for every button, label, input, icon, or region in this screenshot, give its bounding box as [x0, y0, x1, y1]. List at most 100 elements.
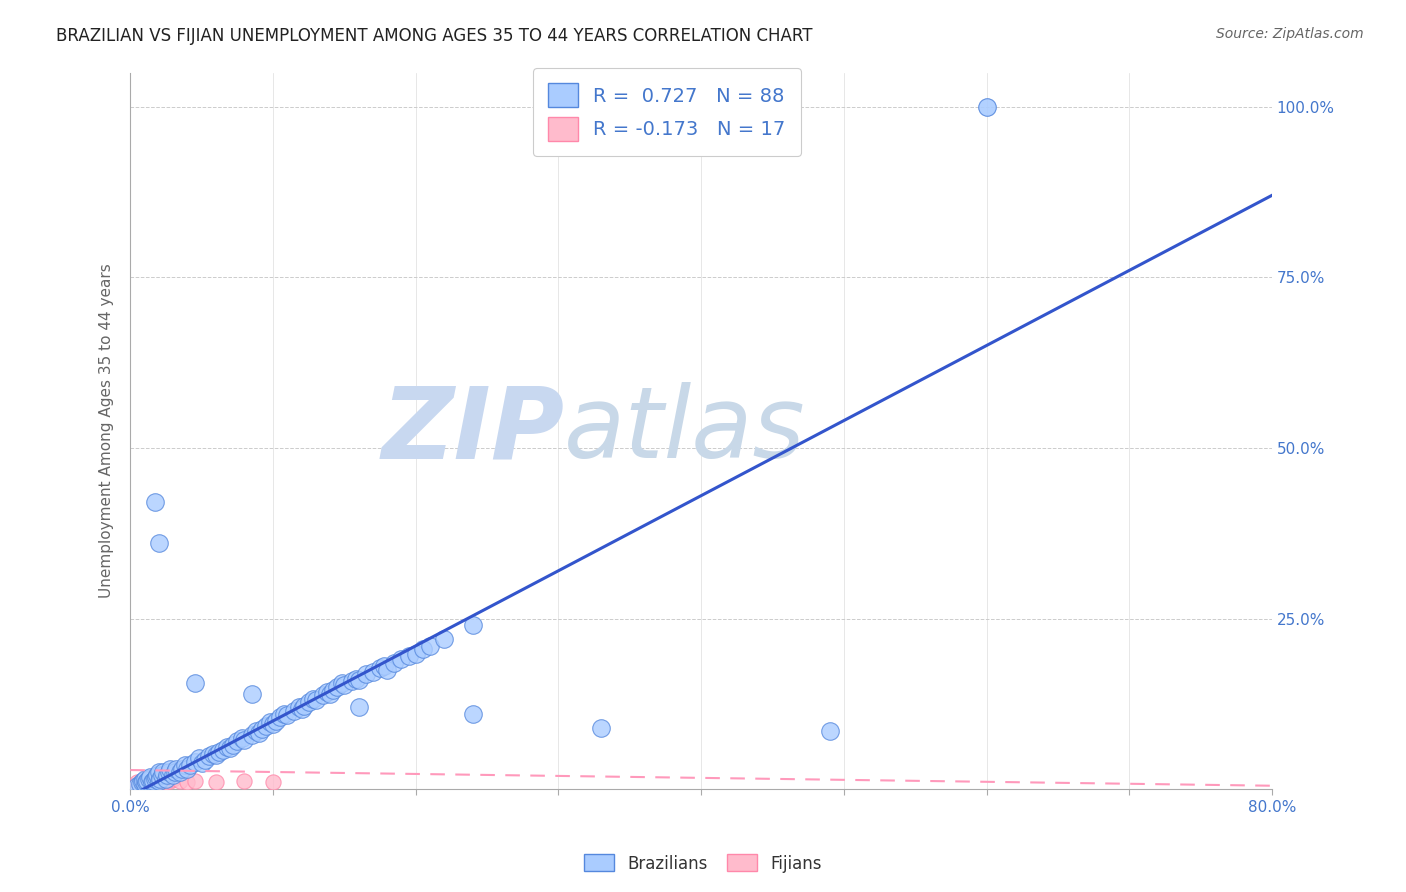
Point [433, 632, 456, 646]
Point [276, 708, 298, 723]
Point [183, 774, 205, 789]
Point [461, 707, 484, 722]
Text: atlas: atlas [564, 383, 806, 479]
Point [187, 751, 209, 765]
Point [146, 768, 169, 782]
Point [294, 698, 316, 713]
Point [382, 656, 405, 670]
Point [157, 765, 180, 780]
Text: Source: ZipAtlas.com: Source: ZipAtlas.com [1216, 27, 1364, 41]
Point [155, 775, 177, 789]
Point [316, 685, 339, 699]
Point [162, 772, 184, 786]
Point [136, 774, 159, 789]
Point [152, 765, 174, 780]
Point [398, 648, 420, 663]
Point [169, 765, 191, 780]
Point [347, 700, 370, 714]
Point [143, 772, 166, 786]
Point [240, 687, 263, 701]
Y-axis label: Unemployment Among Ages 35 to 44 years: Unemployment Among Ages 35 to 44 years [100, 263, 114, 599]
Point [412, 642, 434, 657]
Point [319, 687, 342, 701]
Point [163, 765, 186, 780]
Point [135, 775, 157, 789]
Point [312, 688, 335, 702]
Point [273, 707, 295, 722]
Point [217, 739, 239, 754]
Point [347, 673, 370, 687]
Point [368, 660, 391, 674]
Point [141, 775, 163, 789]
Point [176, 762, 198, 776]
Point [419, 639, 441, 653]
Point [176, 775, 198, 789]
Point [132, 774, 155, 789]
Point [183, 755, 205, 769]
Point [149, 772, 172, 786]
Point [326, 680, 349, 694]
Point [159, 774, 181, 789]
Point [226, 734, 249, 748]
Point [141, 775, 163, 789]
Point [212, 742, 235, 756]
Point [150, 768, 173, 782]
Point [373, 659, 395, 673]
Point [136, 774, 159, 789]
Point [344, 672, 367, 686]
Point [262, 775, 284, 789]
Point [134, 772, 156, 786]
Point [340, 674, 363, 689]
Point [162, 768, 184, 782]
Point [159, 762, 181, 776]
Point [269, 710, 291, 724]
Point [375, 663, 398, 677]
Point [461, 618, 484, 632]
Point [193, 754, 215, 768]
Point [148, 536, 170, 550]
Point [190, 756, 212, 771]
Point [591, 721, 613, 735]
Point [405, 647, 427, 661]
Point [156, 768, 179, 782]
Point [131, 775, 153, 789]
Point [302, 692, 325, 706]
Point [354, 667, 377, 681]
Point [131, 774, 153, 789]
Point [179, 758, 201, 772]
Point [247, 726, 270, 740]
Point [145, 770, 167, 784]
Point [150, 772, 173, 786]
Point [287, 700, 309, 714]
Point [169, 774, 191, 789]
Point [298, 695, 321, 709]
Point [259, 715, 281, 730]
Point [233, 733, 256, 747]
Point [208, 745, 231, 759]
Point [129, 777, 152, 791]
Point [250, 722, 273, 736]
Point [219, 741, 242, 756]
Point [222, 738, 245, 752]
Point [254, 719, 277, 733]
Text: ZIP: ZIP [381, 383, 564, 479]
Point [148, 774, 170, 789]
Point [198, 749, 221, 764]
Point [155, 772, 177, 786]
Point [148, 765, 170, 780]
Point [976, 100, 998, 114]
Point [322, 683, 344, 698]
Point [330, 676, 353, 690]
Point [240, 727, 263, 741]
Point [142, 774, 165, 789]
Point [134, 777, 156, 791]
Legend: Brazilians, Fijians: Brazilians, Fijians [576, 847, 830, 880]
Point [202, 747, 225, 761]
Point [127, 775, 149, 789]
Point [305, 693, 328, 707]
Point [134, 772, 156, 786]
Point [148, 774, 170, 789]
Point [127, 779, 149, 793]
Text: BRAZILIAN VS FIJIAN UNEMPLOYMENT AMONG AGES 35 TO 44 YEARS CORRELATION CHART: BRAZILIAN VS FIJIAN UNEMPLOYMENT AMONG A… [56, 27, 813, 45]
Point [138, 772, 160, 786]
